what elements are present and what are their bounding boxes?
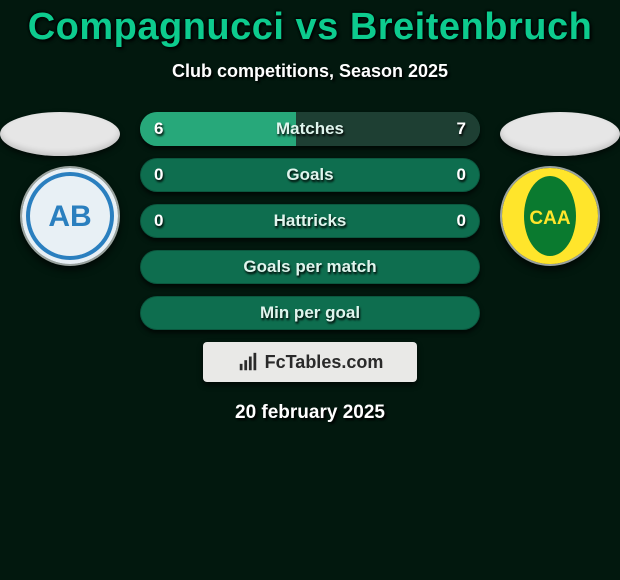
player-right-oval (500, 112, 620, 156)
club-badge-left-svg: AB (20, 166, 120, 266)
stat-value-right: 0 (457, 211, 466, 231)
branding-badge: FcTables.com (203, 342, 417, 382)
stat-value-left: 6 (154, 119, 163, 139)
stat-value-left: 0 (154, 211, 163, 231)
club-badge-left: AB (20, 166, 120, 266)
stat-label: Goals (286, 165, 333, 185)
stat-label: Goals per match (243, 257, 376, 277)
svg-text:CAA: CAA (529, 208, 570, 229)
stat-label: Matches (276, 119, 344, 139)
page-subtitle: Club competitions, Season 2025 (0, 61, 620, 82)
stat-value-right: 7 (457, 119, 466, 139)
stats-column: 6 7 Matches 0 0 Goals 0 0 Hattricks Goals per mat… (140, 112, 480, 330)
stat-row: 6 7 Matches (140, 112, 480, 146)
stat-value-left: 0 (154, 165, 163, 185)
svg-text:AB: AB (48, 200, 91, 233)
stat-value-right: 0 (457, 165, 466, 185)
chart-icon (237, 351, 259, 373)
comparison-panel: AB CAA 6 7 Matches 0 0 Goals 0 0 Hattricks Goals … (0, 112, 620, 424)
stat-label: Min per goal (260, 303, 360, 323)
club-badge-right: CAA (500, 166, 600, 266)
stat-label: Hattricks (274, 211, 347, 231)
page-title: Compagnucci vs Breitenbruch (0, 6, 620, 49)
stat-row: Goals per match (140, 250, 480, 284)
branding-text: FcTables.com (265, 352, 384, 373)
stat-row: 0 0 Goals (140, 158, 480, 192)
club-badge-right-svg: CAA (500, 166, 600, 266)
player-left-oval (0, 112, 120, 156)
stat-row: 0 0 Hattricks (140, 204, 480, 238)
comparison-date: 20 february 2025 (0, 402, 620, 424)
stat-row: Min per goal (140, 296, 480, 330)
